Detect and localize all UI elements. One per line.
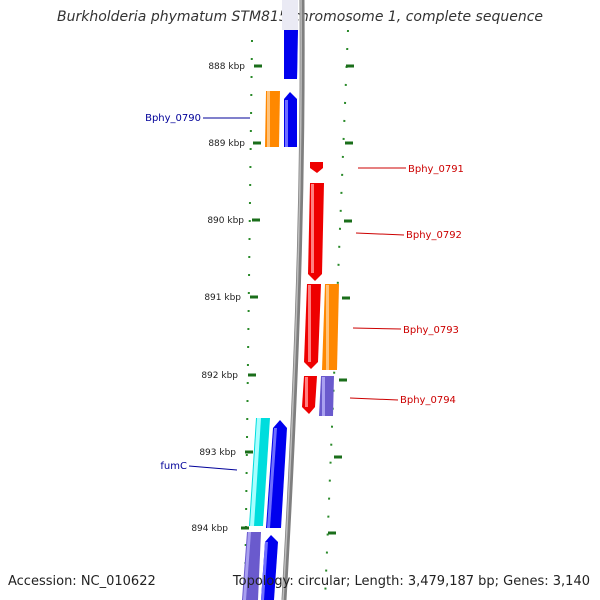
gene-bphy-0794-purple-shine	[322, 377, 325, 416]
gene-bphy-0792-shine	[311, 184, 314, 273]
genome-backbone	[281, 0, 305, 600]
gene-bphy-0791[interactable]	[310, 162, 323, 173]
label-bphy-0790[interactable]: Bphy_0790	[145, 113, 201, 124]
forward-genes	[242, 0, 298, 600]
gene-bphy-0794-red[interactable]	[302, 376, 317, 414]
leader-bphy-0794	[349, 397, 399, 401]
tick-label-893: 893 kbp	[199, 448, 236, 458]
leader-bphy-0793	[352, 327, 402, 330]
gene-labels: Bphy_0790 fumC Bphy_0791 Bphy_0792 Bphy_…	[145, 113, 464, 472]
tick-label-891: 891 kbp	[204, 293, 241, 303]
gene-fumC-shine	[250, 418, 261, 526]
gene-bphy-0793-red[interactable]	[304, 284, 321, 369]
accession-text: Accession: NC_010622	[8, 574, 156, 589]
label-bphy-0794[interactable]: Bphy_0794	[400, 395, 456, 406]
tick-label-888: 888 kbp	[208, 62, 245, 72]
label-bphy-0793[interactable]: Bphy_0793	[403, 325, 459, 336]
tick-labels: 888 kbp 889 kbp 890 kbp 891 kbp 892 kbp …	[191, 62, 245, 534]
gene-blue-top-fill	[284, 30, 298, 79]
gene-blue-bottom-shine	[261, 542, 268, 600]
gene-bphy-0790-shine	[267, 91, 270, 147]
gene-bphy-0794-red-shine	[305, 377, 308, 407]
gene-blue-top-cap	[282, 0, 298, 30]
backbone-highlight	[282, 0, 302, 600]
tick-label-890: 890 kbp	[207, 216, 244, 226]
label-bphy-0792[interactable]: Bphy_0792	[406, 230, 462, 241]
leader-lines	[188, 117, 406, 471]
gene-bphy-0792[interactable]	[308, 183, 324, 281]
gene-bphy-0793-orange-shine	[326, 285, 329, 370]
gene-bphy-0793-red-shine	[308, 285, 311, 362]
gene-blue-0790-adjacent-shine	[285, 100, 288, 147]
tick-marks	[241, 64, 354, 535]
gene-bphy-0794-purple[interactable]	[319, 376, 334, 416]
gene-bphy-0793-orange[interactable]	[322, 284, 339, 370]
tick-label-894: 894 kbp	[191, 524, 228, 534]
tick-label-889: 889 kbp	[208, 139, 245, 149]
topology-text: Topology: circular; Length: 3,479,187 bp…	[232, 574, 590, 589]
leader-fumC	[188, 465, 238, 471]
reverse-genes	[302, 162, 339, 416]
gene-blue-fumC-adjacent-shine	[267, 428, 277, 528]
tick-label-892: 892 kbp	[201, 371, 238, 381]
leader-bphy-0792	[355, 232, 405, 236]
label-fumC[interactable]: fumC	[160, 461, 187, 472]
label-bphy-0791[interactable]: Bphy_0791	[408, 164, 464, 175]
gene-purple-bottom-shine	[243, 532, 251, 600]
